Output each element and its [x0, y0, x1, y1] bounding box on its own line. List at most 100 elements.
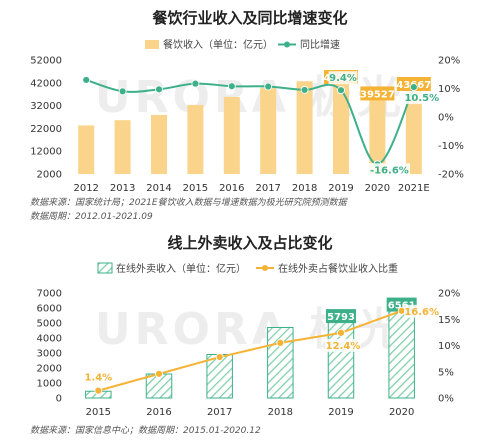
series-line — [85, 78, 415, 166]
right-tick-label: 0% — [438, 394, 454, 405]
x-tick-label: 2020 — [389, 407, 414, 418]
left-tick-label: 3000 — [37, 349, 62, 360]
bar-value-box-2020 — [360, 86, 395, 101]
x-tick-label: 2021E — [398, 183, 430, 194]
line-point-2019 — [337, 86, 345, 95]
left-tick-label: 7000 — [37, 289, 62, 300]
right-tick-label: 5% — [438, 367, 454, 378]
line-point-2016 — [155, 369, 163, 378]
x-tick-label: 2013 — [110, 183, 135, 194]
line-point-2021E — [409, 83, 418, 91]
chart1-left-axis: 52000 42000 32000 22000 12000 2000 — [30, 56, 62, 181]
line-value-bg-2020 — [404, 304, 440, 318]
bar-2015 — [187, 104, 204, 174]
right-tick-label: 10% — [438, 341, 460, 352]
x-tick-label: 2019 — [328, 407, 353, 418]
left-tick-label: 12000 — [30, 147, 62, 158]
chart2-line: 1.4% 12.4% 16.6% — [83, 304, 440, 395]
bar-2016 — [223, 96, 240, 174]
bar-2020 — [369, 88, 386, 174]
chart2-left-axis: 7000 6000 5000 4000 3000 2000 1000 0 — [37, 289, 62, 405]
right-tick-label: 0% — [438, 113, 454, 124]
left-tick-label: 4000 — [37, 334, 62, 345]
x-tick-label: 2017 — [207, 407, 232, 418]
left-tick-label: 2000 — [37, 170, 62, 181]
line-point-2014 — [155, 85, 163, 94]
x-tick-label: 2019 — [328, 183, 353, 194]
x-tick-label: 2020 — [365, 183, 390, 194]
x-tick-label: 2018 — [268, 407, 293, 418]
line-value-label-2021E: 10.5% — [404, 93, 439, 104]
bar-2017 — [206, 354, 233, 399]
line-value-label-2020: 16.6% — [404, 307, 439, 318]
line-value-bg-2019 — [328, 71, 358, 85]
chart2-right-axis: 20% 15% 10% 5% 0% — [438, 289, 460, 405]
legend-delivery-label: 在线外卖收入（单位：亿元） — [116, 262, 246, 275]
watermark-logo: URORA 极光 — [95, 72, 405, 123]
line-value-label-2015: 1.4% — [84, 373, 112, 384]
line-point-2015 — [94, 386, 103, 395]
chart2-legend: 在线外卖收入（单位：亿元） 在线外卖占餐饮业收入比重 — [97, 262, 398, 275]
x-tick-label: 2017 — [255, 183, 280, 194]
left-tick-label: 1000 — [37, 379, 62, 390]
right-tick-label: 20% — [438, 56, 460, 67]
legend-share-marker — [262, 265, 268, 271]
line-value-label-2020: -16.6% — [370, 165, 409, 176]
right-tick-label: -10% — [438, 141, 464, 152]
chart1-x-axis: 2012 2013 2014 2015 2016 2017 2018 2019 2020 2021… — [73, 183, 429, 194]
bar-2012 — [78, 125, 95, 174]
line-value-bg-2015 — [83, 370, 113, 384]
bar-2018 — [296, 81, 313, 174]
left-tick-label: 42000 — [30, 78, 62, 89]
bar-value-label-2019: 5793 — [327, 312, 355, 323]
series-line — [98, 309, 403, 392]
line-value-bg-2020 — [368, 163, 410, 177]
right-tick-label: 10% — [438, 84, 460, 95]
chart1-line: 9.4% -16.6% 10.5% — [82, 71, 440, 177]
legend-line-marker — [284, 41, 290, 48]
left-tick-label: 32000 — [30, 101, 62, 112]
x-tick-label: 2015 — [183, 183, 208, 194]
chart1-source: 数据来源：国家统计局；2021E餐饮收入数据与增速数据为极光研究院预测数据 — [30, 197, 349, 208]
line-point-2017 — [215, 353, 224, 361]
x-tick-label: 2016 — [146, 407, 171, 418]
legend-bar-label: 餐饮收入（单位：亿元） — [163, 38, 273, 51]
legend-line-label: 同比增速 — [300, 38, 340, 51]
left-tick-label: 6000 — [37, 304, 62, 315]
left-tick-label: 5000 — [37, 319, 62, 330]
line-value-label-2019: 12.4% — [326, 341, 361, 352]
chart1-period: 数据周期：2012.01-2021.09 — [30, 211, 153, 222]
chart1-title: 餐饮行业收入及同比增速变化 — [152, 9, 347, 27]
bar-2014 — [150, 114, 168, 174]
chart2-source: 数据来源：国家信息中心；数据周期：2015.01-2020.12 — [30, 425, 261, 436]
bar-2017 — [260, 88, 277, 174]
bar-value-label-2020: 6561 — [388, 301, 416, 312]
x-tick-label: 2016 — [219, 183, 244, 194]
bar-2013 — [114, 120, 131, 174]
bar-2018 — [267, 327, 294, 399]
delivery-share-chart: 线上外卖收入及占比变化 在线外卖收入（单位：亿元） 在线外卖占餐饮业收入比重 U… — [30, 234, 460, 436]
line-point-2016 — [227, 82, 236, 91]
line-point-2019 — [337, 329, 345, 337]
line-value-label-2019: 9.4% — [329, 73, 357, 84]
legend-hatch-swatch — [97, 262, 113, 274]
bar-value-label-2020: 39527 — [360, 89, 395, 100]
line-point-2013 — [118, 87, 127, 96]
right-tick-label: 15% — [438, 315, 460, 326]
left-tick-label: 0 — [56, 394, 62, 405]
chart1-legend: 餐饮收入（单位：亿元） 同比增速 — [145, 38, 340, 51]
right-tick-label: -20% — [438, 170, 464, 181]
revenue-growth-chart: 餐饮行业收入及同比增速变化 餐饮收入（单位：亿元） 同比增速 URORA 极光 … — [30, 9, 464, 222]
line-point-2012 — [82, 76, 91, 84]
line-point-2017 — [264, 82, 273, 91]
chart2-x-axis: 2015 2016 2017 2018 2019 2020 — [86, 407, 415, 418]
left-tick-label: 22000 — [30, 124, 62, 135]
left-tick-label: 2000 — [37, 364, 62, 375]
line-value-bg-2021E — [404, 91, 440, 105]
line-point-2018 — [276, 338, 285, 347]
line-point-2015 — [191, 79, 200, 88]
x-tick-label: 2018 — [292, 183, 317, 194]
bar-2019 — [327, 310, 355, 399]
x-tick-label: 2015 — [86, 407, 111, 418]
right-tick-label: 20% — [438, 289, 460, 300]
